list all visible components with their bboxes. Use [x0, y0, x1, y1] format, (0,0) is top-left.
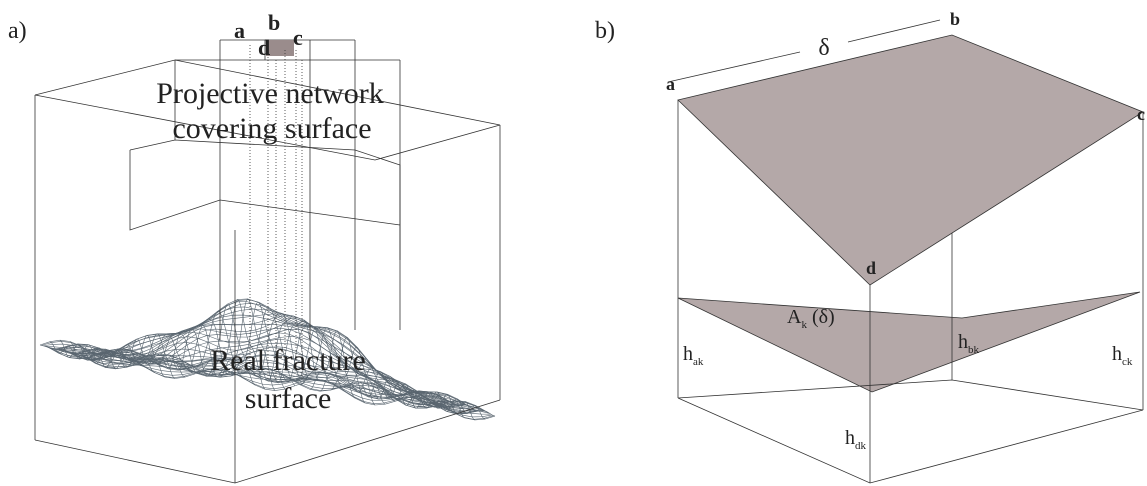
- label: Projective network: [156, 77, 383, 110]
- figure: a) a b c d Projective network covering s…: [0, 0, 1147, 486]
- corner-label: a: [234, 18, 245, 43]
- corner-label: b: [268, 10, 280, 35]
- height-label: hak: [683, 343, 704, 368]
- height-label: hck: [1112, 343, 1133, 368]
- height-label: hdk: [845, 427, 867, 452]
- panel-a: a) a b c d Projective network covering s…: [8, 10, 500, 483]
- panel-tag: b): [595, 18, 615, 44]
- corner-label: c: [1137, 104, 1145, 124]
- panel-b: b) δ a b c d hbk hak hck hdk Ak (δ): [595, 9, 1145, 483]
- label: covering surface: [172, 112, 371, 145]
- area-label: Ak (δ): [787, 306, 835, 331]
- base-plane: [678, 292, 1140, 392]
- panel-tag: a): [8, 18, 27, 44]
- label: Real fracture: [210, 344, 366, 377]
- corner-label: c: [293, 25, 303, 50]
- corner-label: d: [258, 35, 270, 60]
- delta: δ: [818, 35, 829, 61]
- label: surface: [245, 382, 332, 415]
- top-plane: [678, 35, 1143, 285]
- corner-label: b: [950, 9, 960, 29]
- corner-label: a: [666, 74, 675, 94]
- corner-label: d: [866, 258, 876, 278]
